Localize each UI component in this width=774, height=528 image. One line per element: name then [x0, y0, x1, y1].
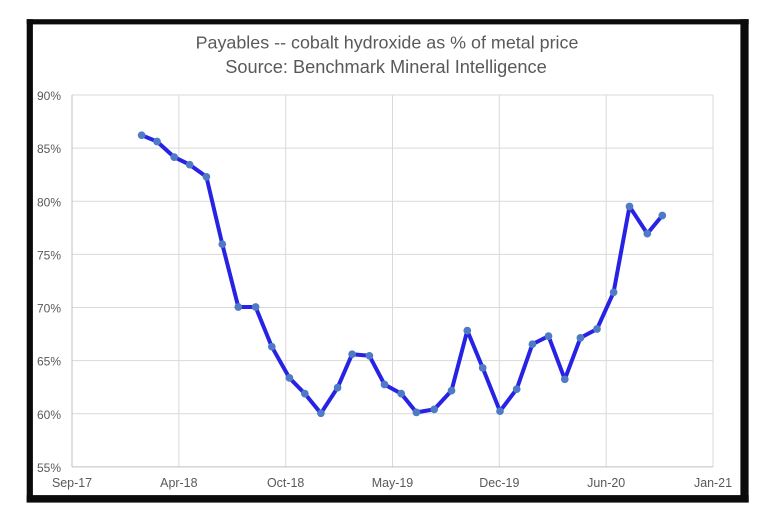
svg-text:90%: 90% — [37, 89, 61, 103]
svg-text:May-19: May-19 — [372, 476, 414, 490]
svg-text:Source: Benchmark Mineral Inte: Source: Benchmark Mineral Intelligence — [225, 57, 546, 77]
svg-text:Apr-18: Apr-18 — [160, 476, 197, 490]
svg-text:55%: 55% — [37, 461, 61, 475]
svg-text:Jan-21: Jan-21 — [694, 476, 732, 490]
svg-text:Dec-19: Dec-19 — [479, 476, 519, 490]
svg-text:60%: 60% — [37, 408, 61, 422]
svg-text:75%: 75% — [37, 248, 61, 262]
svg-text:85%: 85% — [37, 142, 61, 156]
svg-text:65%: 65% — [37, 355, 61, 369]
svg-text:80%: 80% — [37, 195, 61, 209]
svg-text:70%: 70% — [37, 302, 61, 316]
svg-text:Jun-20: Jun-20 — [587, 476, 625, 490]
svg-text:Sep-17: Sep-17 — [52, 476, 92, 490]
svg-text:Oct-18: Oct-18 — [267, 476, 304, 490]
svg-text:Payables -- cobalt hydroxide a: Payables -- cobalt hydroxide as % of met… — [196, 32, 579, 52]
